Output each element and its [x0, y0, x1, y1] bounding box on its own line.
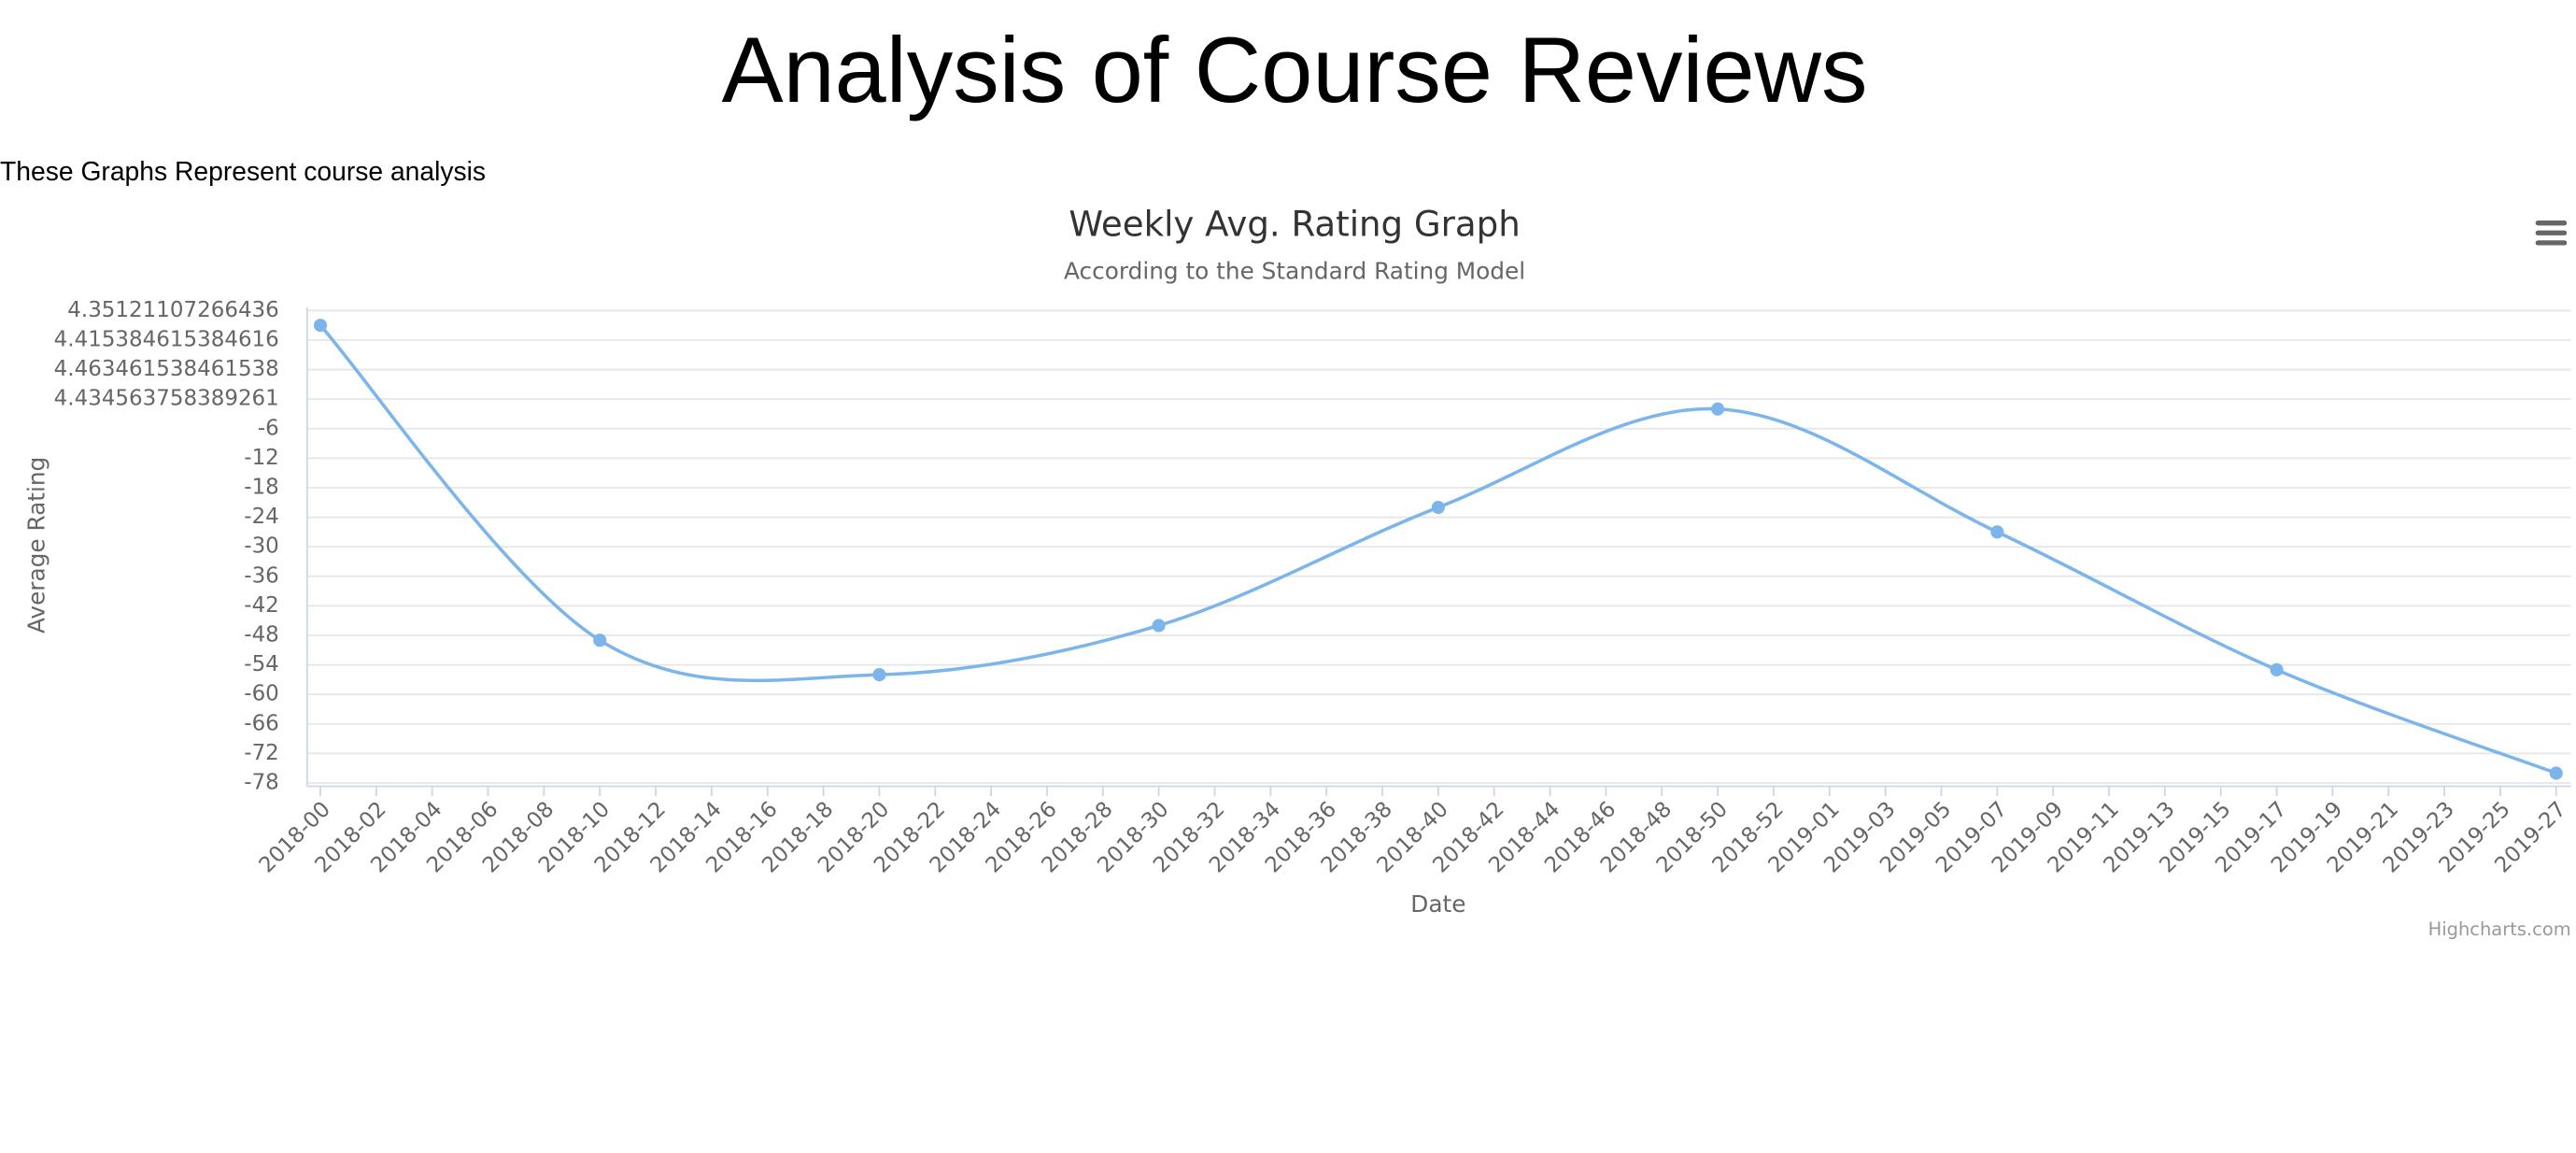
- data-point: [1152, 619, 1166, 633]
- y-tick-label: -24: [244, 505, 279, 529]
- series-line: [318, 323, 2557, 776]
- y-tick-label: 4.434563758389261: [54, 387, 279, 411]
- menu-button[interactable]: [2535, 221, 2568, 246]
- y-tick-label: -54: [244, 652, 279, 676]
- y-tick-label: -30: [244, 534, 279, 559]
- page-description: These Graphs Represent course analysis: [0, 156, 486, 186]
- y-tick-label: -18: [244, 475, 279, 499]
- y-tick-label: -36: [244, 563, 279, 588]
- data-point: [2270, 662, 2284, 676]
- data-point: [1431, 500, 1445, 515]
- y-tick-label: -72: [244, 741, 279, 765]
- data-point: [313, 319, 328, 333]
- chart-title: Weekly Avg. Rating Graph: [1069, 205, 1520, 245]
- y-tick-label: -12: [244, 446, 279, 470]
- data-point: [593, 633, 607, 648]
- y-tick-label: -78: [244, 770, 279, 794]
- data-point: [872, 668, 886, 682]
- y-tick-label: -48: [244, 622, 279, 647]
- data-point: [1990, 525, 2004, 539]
- y-tick-label: 4.35121107266436: [67, 298, 279, 322]
- chart-subtitle: According to the Standard Rating Model: [1064, 258, 1525, 285]
- credits[interactable]: Highcharts.com: [2428, 918, 2571, 940]
- y-tick-label: -66: [244, 711, 279, 735]
- y-tick-label: 4.463461538461538: [54, 357, 279, 381]
- y-axis-title: Average Rating: [23, 457, 50, 633]
- data-point: [1711, 402, 1725, 416]
- x-axis-title: Date: [1410, 890, 1465, 918]
- y-tick-label: -60: [244, 682, 279, 706]
- page-title: Analysis of Course Reviews: [722, 18, 1868, 121]
- y-tick-label: -6: [258, 416, 279, 440]
- data-point: [2549, 766, 2563, 780]
- y-tick-label: 4.415384615384616: [54, 327, 279, 351]
- y-tick-label: -42: [244, 593, 279, 618]
